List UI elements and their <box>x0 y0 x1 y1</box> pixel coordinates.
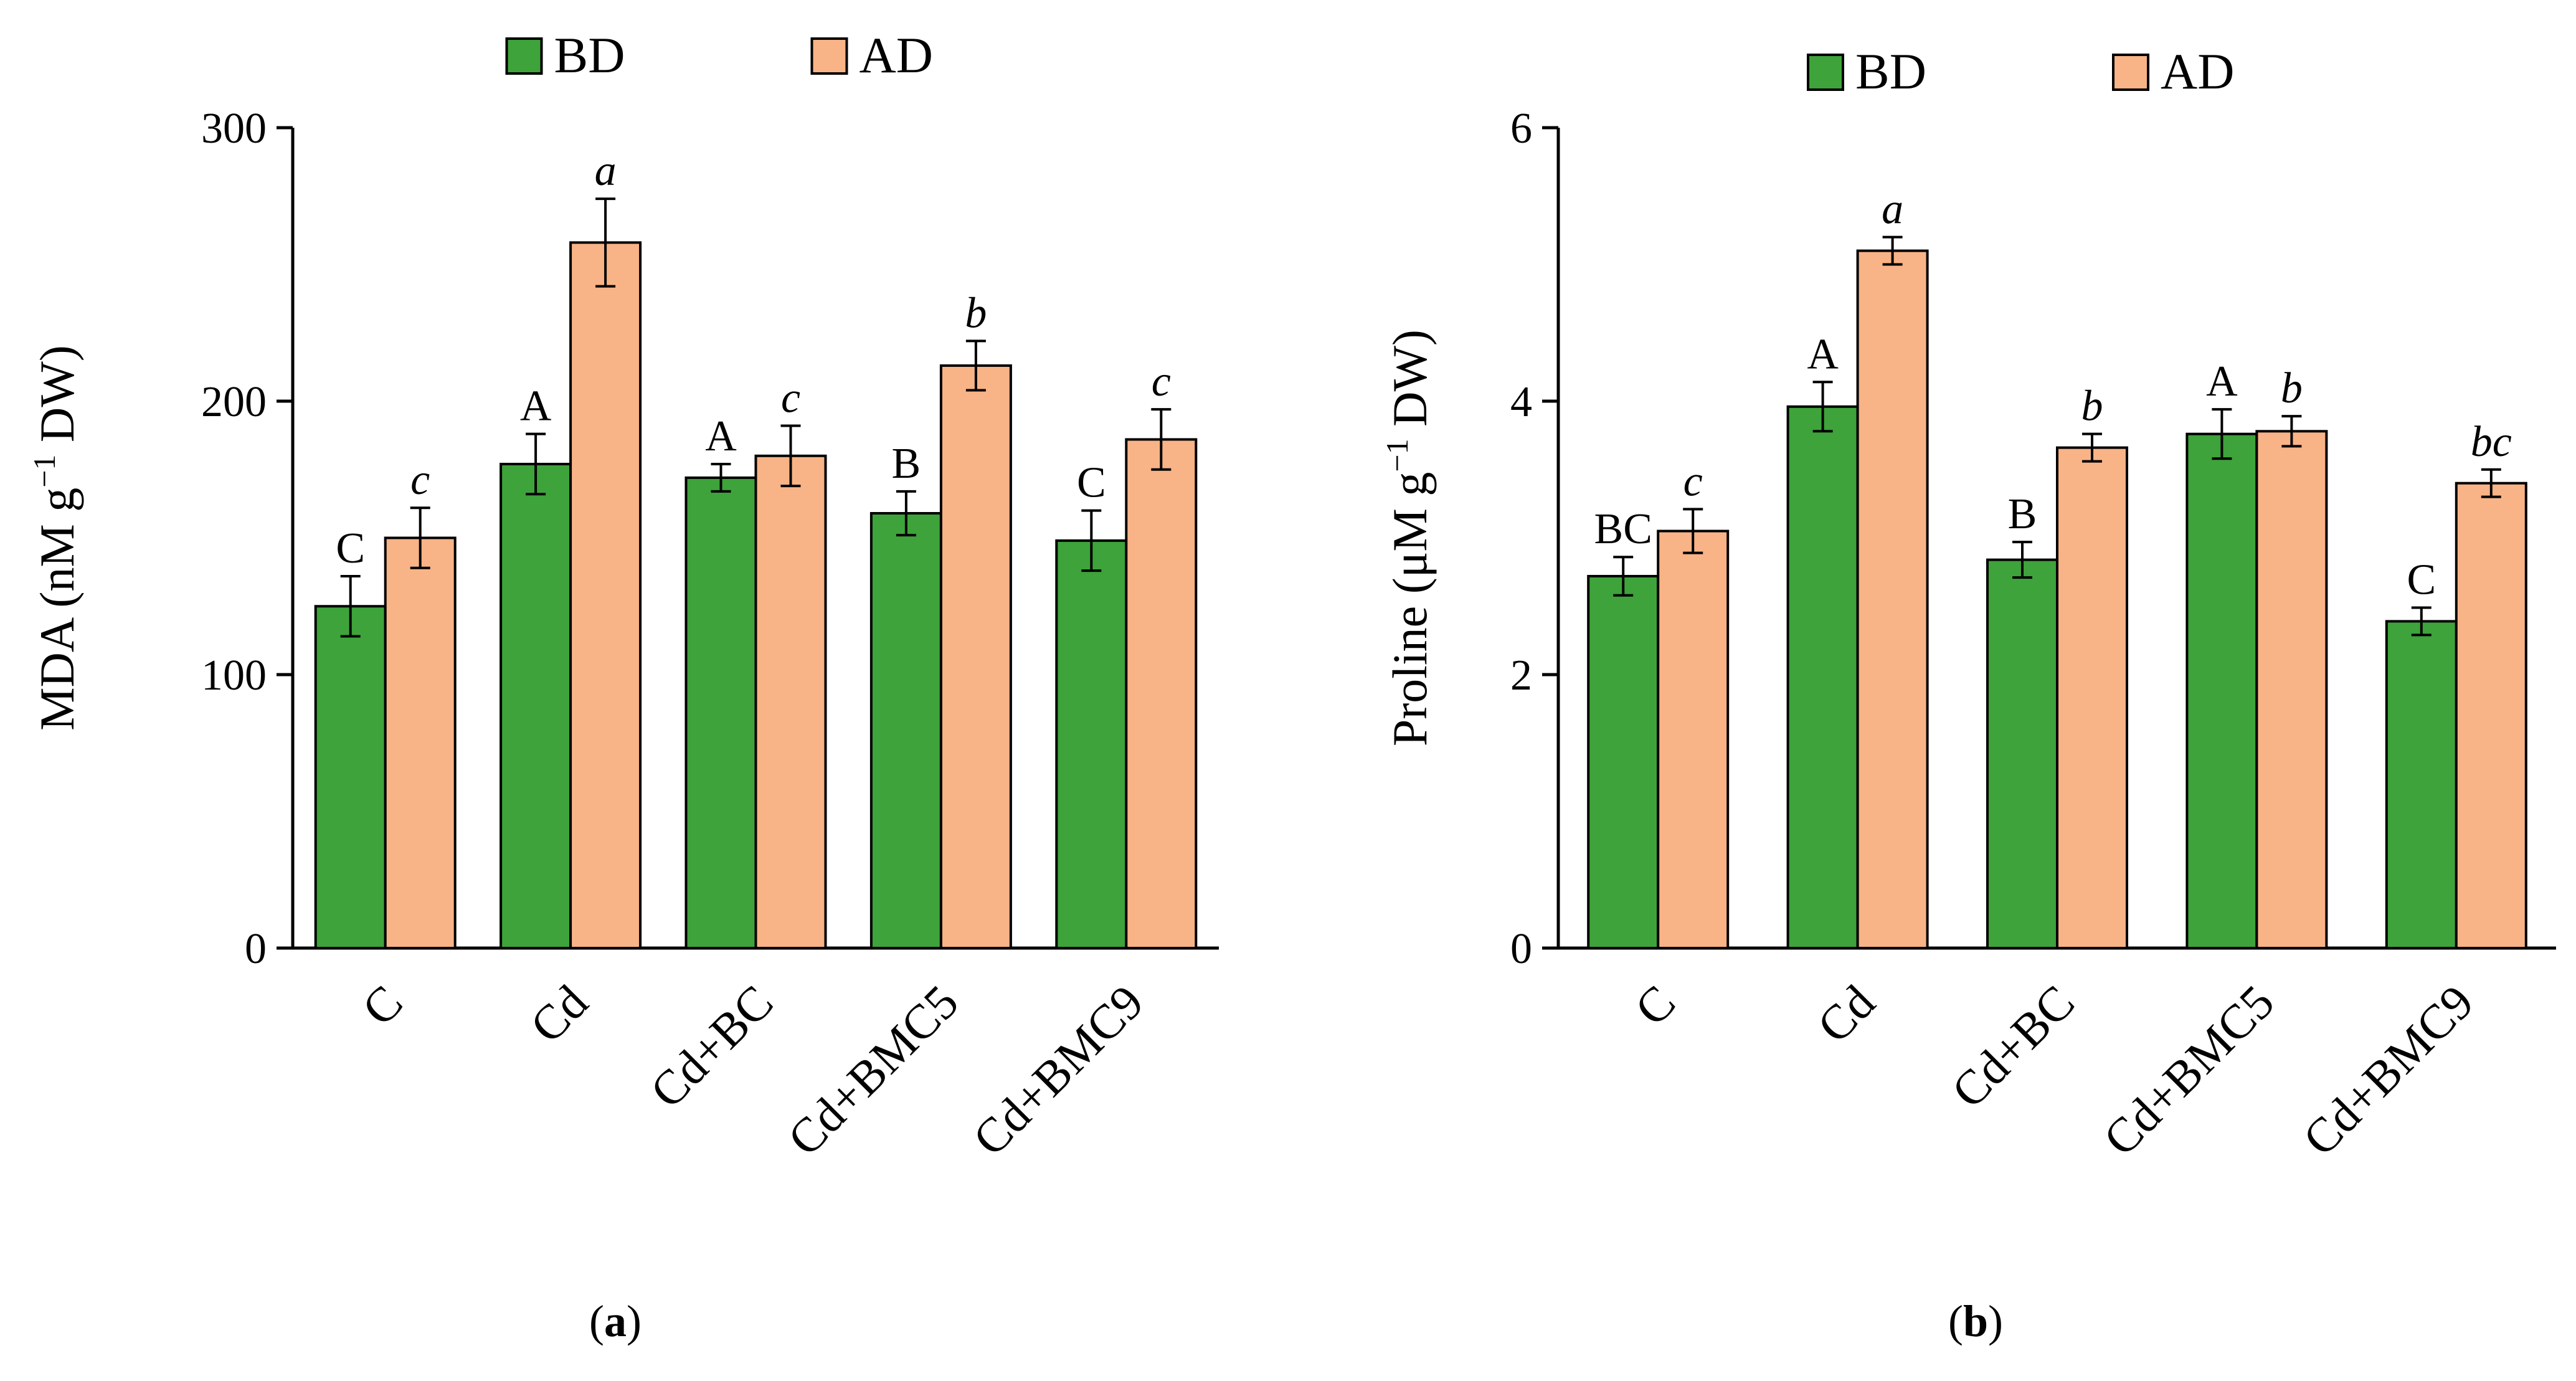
legend-swatch-ad <box>2112 54 2149 91</box>
y-tick-label: 0 <box>245 925 267 973</box>
significance-letter: A <box>1807 330 1839 378</box>
bar-ad-cd+bmc9 <box>1125 438 1198 949</box>
significance-letter: A <box>705 412 737 460</box>
legend-swatch-bd <box>1807 54 1844 91</box>
category-label: Cd <box>1807 975 1885 1053</box>
bar-bd-cd+bmc9 <box>1055 539 1128 949</box>
category-label: Cd+BMC5 <box>777 975 968 1166</box>
category-label: Cd+BC <box>1941 975 2085 1119</box>
y-tick-label: 2 <box>1510 652 1532 700</box>
significance-letter: a <box>1882 186 1903 234</box>
bar-ad-cd+bmc5 <box>939 364 1012 949</box>
chart-panel-b: 0 2 4 6 Proline (μM g−1 DW) BC c C Aa Cd Bb Cd+BC A b… <box>1380 43 2556 1346</box>
bar-bd-cd+bc <box>684 476 757 949</box>
panel-label-letter: a <box>604 1296 627 1346</box>
bar-ad-cd+bmc5 <box>2255 430 2328 949</box>
significance-letter: b <box>965 289 987 337</box>
y-axis-label-end: DW) <box>30 345 84 454</box>
significance-letter: A <box>2206 358 2238 406</box>
category-label: Cd+BC <box>640 975 784 1119</box>
significance-letter: BC <box>1594 505 1652 553</box>
significance-letter: B <box>2008 490 2037 538</box>
bar-bd-cd+bc <box>1986 558 2058 949</box>
y-axis-label-main: Proline (μM g <box>1383 472 1437 746</box>
y-axis-label: Proline (μM g−1 DW) <box>1380 330 1437 746</box>
legend: BD AD <box>505 27 933 83</box>
significance-letter: C <box>2407 556 2436 604</box>
y-tick-label: 0 <box>1510 925 1532 973</box>
legend-label-bd: BD <box>1855 43 1926 100</box>
legend-swatch-bd <box>505 37 543 75</box>
legend-swatch-ad <box>810 37 848 75</box>
bar-bd-cd+bmc5 <box>869 511 942 949</box>
panel-label: (a) <box>589 1296 642 1346</box>
category-label: C <box>351 975 412 1036</box>
significance-letter: b <box>2081 382 2103 430</box>
category-label: C <box>1624 975 1685 1036</box>
bar-ad-cd+bc <box>2056 446 2128 949</box>
bar-ad-c <box>1657 529 1730 949</box>
bar-ad-cd+bc <box>754 454 827 949</box>
bar-bd-cd <box>500 462 572 949</box>
panel-label-close: ) <box>1988 1296 2003 1346</box>
significance-letter: c <box>781 374 800 422</box>
category-label: Cd+BMC5 <box>2093 975 2284 1166</box>
y-tick-label: 300 <box>201 105 267 153</box>
significance-letter: c <box>410 456 430 504</box>
bar-ad-cd <box>569 241 642 949</box>
y-axis-label-superscript: −1 <box>1380 439 1414 472</box>
legend-label-ad: AD <box>859 27 933 83</box>
legend-label-bd: BD <box>554 27 625 83</box>
bar-bd-cd+bmc5 <box>2185 432 2258 949</box>
y-tick-label: 200 <box>201 378 267 426</box>
y-tick-label: 4 <box>1510 378 1532 426</box>
bar-bd-cd+bmc9 <box>2385 620 2458 949</box>
y-axis-label-end: DW) <box>1383 330 1437 439</box>
panel-label-close: ) <box>627 1296 642 1346</box>
bar-ad-c <box>384 536 457 949</box>
y-axis-label: MDA (nM g−1 DW) <box>27 345 84 731</box>
y-tick-label: 100 <box>201 652 267 700</box>
significance-letter: C <box>1077 459 1106 507</box>
panel-label-letter: b <box>1963 1296 1988 1346</box>
y-axis-label-superscript: −1 <box>27 455 62 488</box>
significance-letter: b <box>2281 364 2303 412</box>
category-label: Cd <box>519 975 598 1053</box>
panel-label: (b) <box>1948 1296 2003 1346</box>
bar-bd-c <box>314 605 387 949</box>
significance-letter: bc <box>2471 418 2512 466</box>
panel-label-open: ( <box>1948 1296 1963 1346</box>
significance-letter: c <box>1152 358 1171 406</box>
significance-letter: C <box>336 524 365 572</box>
bar-ad-cd+bmc9 <box>2455 482 2527 949</box>
bar-ad-cd <box>1856 249 1929 949</box>
significance-letter: c <box>1683 457 1703 505</box>
bar-bd-cd <box>1786 405 1859 949</box>
y-axis-label-main: MDA (nM g <box>30 488 84 731</box>
significance-letter: A <box>520 382 552 430</box>
y-tick-label: 6 <box>1510 105 1532 153</box>
category-label: Cd+BMC9 <box>962 975 1153 1166</box>
panel-label-open: ( <box>589 1296 604 1346</box>
bar-bd-c <box>1587 574 1660 949</box>
significance-letter: B <box>892 440 921 488</box>
legend: BD AD <box>1807 43 2234 100</box>
category-label: Cd+BMC9 <box>2293 975 2484 1166</box>
significance-letter: a <box>595 147 617 195</box>
legend-label-ad: AD <box>2161 43 2234 100</box>
